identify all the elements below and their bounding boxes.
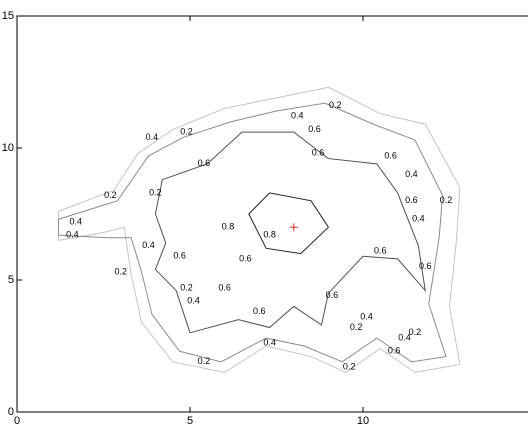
contour-label: 0.2 bbox=[329, 100, 342, 110]
contour-label: 0.4 bbox=[142, 240, 155, 250]
contour-line bbox=[58, 86, 461, 373]
contour-label: 0.4 bbox=[412, 214, 425, 224]
contour-label: 0.8 bbox=[263, 229, 276, 239]
contour-label: 0.4 bbox=[405, 169, 418, 179]
contour-label: 0.2 bbox=[180, 282, 193, 292]
contour-line bbox=[58, 102, 447, 363]
contour-label: 0.2 bbox=[350, 322, 363, 332]
contour-label: 0.6 bbox=[384, 150, 397, 160]
peak-marker bbox=[289, 223, 298, 232]
contour-label: 0.4 bbox=[66, 229, 79, 239]
contour-label: 0.4 bbox=[146, 132, 159, 142]
contour-line bbox=[248, 192, 330, 255]
contour-label: 0.6 bbox=[173, 251, 186, 261]
contour-label: 0.8 bbox=[222, 222, 235, 232]
contour-label: 0.2 bbox=[343, 361, 356, 371]
plot-area bbox=[16, 15, 528, 413]
contour-label: 0.2 bbox=[149, 187, 162, 197]
x-tick-label: 5 bbox=[187, 415, 193, 427]
y-tick-label: 5 bbox=[8, 274, 14, 286]
contour-label: 0.2 bbox=[115, 266, 128, 276]
contour-label: 0.6 bbox=[198, 158, 211, 168]
contour-label: 0.2 bbox=[180, 127, 193, 137]
y-tick-label: 15 bbox=[2, 10, 14, 22]
contour-label: 0.6 bbox=[253, 306, 266, 316]
y-tick-label: 10 bbox=[2, 142, 14, 154]
y-tick-label: 0 bbox=[8, 406, 14, 418]
contour-label: 0.6 bbox=[405, 195, 418, 205]
contour-label: 0.2 bbox=[104, 190, 117, 200]
contour-label: 0.6 bbox=[308, 124, 321, 134]
contour-label: 0.6 bbox=[218, 282, 231, 292]
x-tick-label: 10 bbox=[357, 415, 369, 427]
contour-label: 0.4 bbox=[398, 332, 411, 342]
contour-label: 0.4 bbox=[187, 295, 200, 305]
contour-label: 0.6 bbox=[388, 346, 401, 356]
contour-label: 0.4 bbox=[263, 338, 276, 348]
contour-line bbox=[154, 131, 427, 334]
contour-label: 0.4 bbox=[360, 311, 373, 321]
contour-label: 0.4 bbox=[70, 216, 83, 226]
contour-label: 0.2 bbox=[409, 327, 422, 337]
contour-label: 0.6 bbox=[374, 245, 387, 255]
contour-label: 0.6 bbox=[419, 261, 432, 271]
x-tick-label: 0 bbox=[14, 415, 20, 427]
contour-label: 0.6 bbox=[326, 290, 339, 300]
contour-label: 0.2 bbox=[440, 195, 453, 205]
contour-label: 0.6 bbox=[239, 253, 252, 263]
contour-label: 0.6 bbox=[312, 148, 325, 158]
contour-label: 0.2 bbox=[198, 356, 211, 366]
contour-label: 0.4 bbox=[291, 111, 304, 121]
